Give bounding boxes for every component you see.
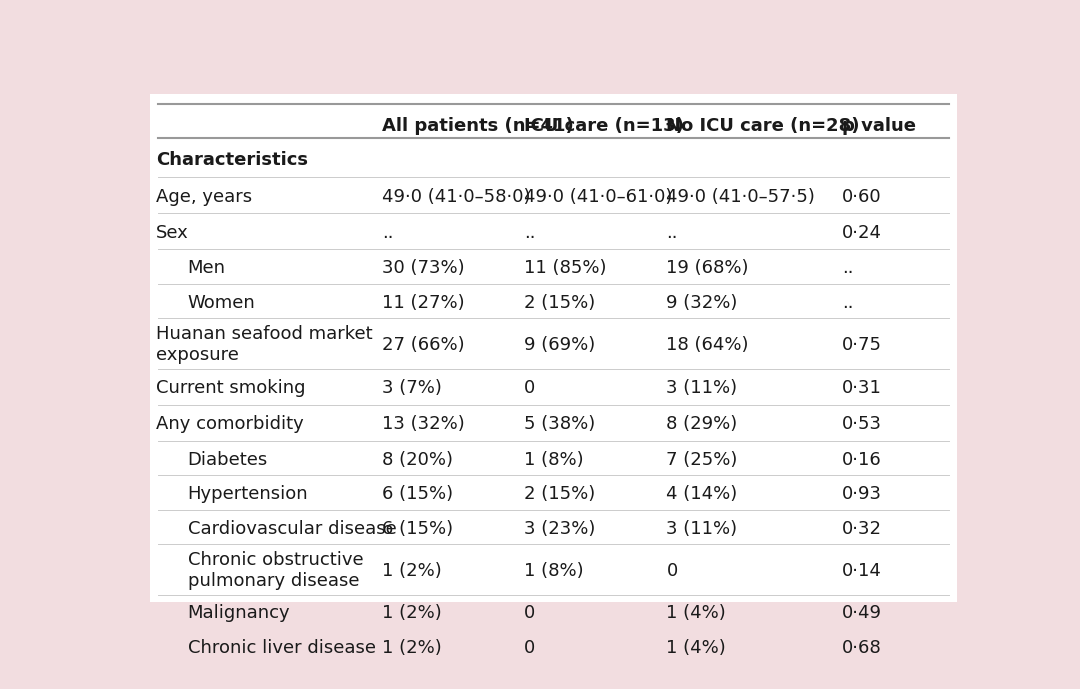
FancyBboxPatch shape — [150, 94, 957, 601]
Text: 3 (11%): 3 (11%) — [666, 379, 738, 398]
Text: 2 (15%): 2 (15%) — [524, 485, 595, 503]
Text: 19 (68%): 19 (68%) — [666, 259, 750, 277]
Text: 0·24: 0·24 — [842, 224, 882, 242]
Text: 0·31: 0·31 — [842, 379, 882, 398]
Text: 49·0 (41·0–58·0): 49·0 (41·0–58·0) — [382, 187, 530, 206]
Text: 0: 0 — [524, 604, 536, 622]
Text: ..: .. — [524, 224, 536, 242]
Text: No ICU care (n=28): No ICU care (n=28) — [666, 117, 860, 135]
Text: Current smoking: Current smoking — [156, 379, 306, 398]
Text: 0·16: 0·16 — [842, 451, 882, 469]
Text: All patients (n=41): All patients (n=41) — [382, 117, 573, 135]
Text: 0·32: 0·32 — [842, 520, 882, 537]
Text: 9 (69%): 9 (69%) — [524, 336, 595, 354]
Text: 0·93: 0·93 — [842, 485, 882, 503]
Text: 49·0 (41·0–57·5): 49·0 (41·0–57·5) — [666, 187, 815, 206]
Text: 3 (11%): 3 (11%) — [666, 520, 738, 537]
Text: 2 (15%): 2 (15%) — [524, 294, 595, 311]
Text: Hypertension: Hypertension — [188, 485, 309, 503]
Text: ..: .. — [382, 224, 393, 242]
Text: 30 (73%): 30 (73%) — [382, 259, 464, 277]
Text: ICU care (n=13): ICU care (n=13) — [524, 117, 684, 135]
Text: Cardiovascular disease: Cardiovascular disease — [188, 520, 396, 537]
Text: 3 (7%): 3 (7%) — [382, 379, 442, 398]
Text: ..: .. — [842, 259, 854, 277]
Text: Chronic obstructive
pulmonary disease: Chronic obstructive pulmonary disease — [188, 551, 363, 590]
Text: ..: .. — [842, 294, 854, 311]
Text: 8 (20%): 8 (20%) — [382, 451, 453, 469]
Text: 13 (32%): 13 (32%) — [382, 415, 464, 433]
Text: Huanan seafood market
exposure: Huanan seafood market exposure — [156, 325, 373, 364]
Text: 1 (4%): 1 (4%) — [666, 604, 726, 622]
Text: 18 (64%): 18 (64%) — [666, 336, 750, 354]
Text: 0: 0 — [666, 562, 678, 580]
Text: Diabetes: Diabetes — [188, 451, 268, 469]
Text: 8 (29%): 8 (29%) — [666, 415, 738, 433]
Text: 1 (4%): 1 (4%) — [666, 639, 726, 657]
Text: 0·68: 0·68 — [842, 639, 882, 657]
Text: 0: 0 — [524, 639, 536, 657]
Text: 6 (15%): 6 (15%) — [382, 485, 453, 503]
Text: 7 (25%): 7 (25%) — [666, 451, 738, 469]
Text: 5 (38%): 5 (38%) — [524, 415, 595, 433]
Text: Chronic liver disease: Chronic liver disease — [188, 639, 376, 657]
Text: Sex: Sex — [156, 224, 189, 242]
Text: 1 (2%): 1 (2%) — [382, 604, 442, 622]
Text: ..: .. — [666, 224, 678, 242]
Text: Characteristics: Characteristics — [156, 151, 308, 169]
Text: 1 (2%): 1 (2%) — [382, 562, 442, 580]
Text: Any comorbidity: Any comorbidity — [156, 415, 303, 433]
Text: 0·14: 0·14 — [842, 562, 882, 580]
Text: 0·75: 0·75 — [842, 336, 882, 354]
Text: 27 (66%): 27 (66%) — [382, 336, 464, 354]
Text: Age, years: Age, years — [156, 187, 252, 206]
Text: 4 (14%): 4 (14%) — [666, 485, 738, 503]
Text: 1 (2%): 1 (2%) — [382, 639, 442, 657]
Text: p value: p value — [842, 117, 916, 135]
Text: Malignancy: Malignancy — [188, 604, 291, 622]
Text: 0·49: 0·49 — [842, 604, 882, 622]
Text: 0: 0 — [524, 379, 536, 398]
Text: Men: Men — [188, 259, 226, 277]
Text: 3 (23%): 3 (23%) — [524, 520, 595, 537]
Text: Women: Women — [188, 294, 256, 311]
Text: 49·0 (41·0–61·0): 49·0 (41·0–61·0) — [524, 187, 673, 206]
Text: 6 (15%): 6 (15%) — [382, 520, 453, 537]
Text: 11 (27%): 11 (27%) — [382, 294, 464, 311]
Text: 11 (85%): 11 (85%) — [524, 259, 607, 277]
Text: 1 (8%): 1 (8%) — [524, 451, 584, 469]
Text: 0·60: 0·60 — [842, 187, 882, 206]
Text: 0·53: 0·53 — [842, 415, 882, 433]
Text: 1 (8%): 1 (8%) — [524, 562, 584, 580]
Text: 9 (32%): 9 (32%) — [666, 294, 738, 311]
